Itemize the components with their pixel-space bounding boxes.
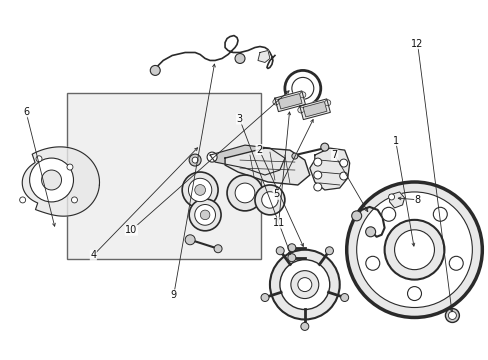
Circle shape xyxy=(287,254,295,262)
Circle shape xyxy=(291,153,297,159)
Circle shape xyxy=(356,192,471,307)
Text: 6: 6 xyxy=(23,107,29,117)
Text: 11: 11 xyxy=(272,218,284,228)
Text: 5: 5 xyxy=(272,189,279,199)
Circle shape xyxy=(447,311,455,319)
Circle shape xyxy=(365,256,379,270)
Circle shape xyxy=(226,175,263,211)
Text: 4: 4 xyxy=(90,250,96,260)
Bar xyxy=(66,93,261,259)
Circle shape xyxy=(189,154,201,166)
Circle shape xyxy=(394,230,433,270)
Circle shape xyxy=(290,271,318,298)
Circle shape xyxy=(324,100,330,106)
Circle shape xyxy=(285,71,320,106)
Circle shape xyxy=(381,207,395,221)
Circle shape xyxy=(194,185,205,195)
Circle shape xyxy=(313,183,321,191)
Text: 8: 8 xyxy=(414,195,420,205)
Circle shape xyxy=(269,250,339,319)
Polygon shape xyxy=(210,145,285,175)
Circle shape xyxy=(325,247,333,255)
Polygon shape xyxy=(224,148,309,185)
Polygon shape xyxy=(274,91,305,112)
Circle shape xyxy=(235,183,254,203)
Circle shape xyxy=(254,185,285,215)
Circle shape xyxy=(192,157,198,163)
Circle shape xyxy=(384,220,444,280)
Circle shape xyxy=(351,211,361,221)
Polygon shape xyxy=(258,50,269,62)
Circle shape xyxy=(313,171,321,179)
Circle shape xyxy=(182,172,218,208)
Circle shape xyxy=(388,194,394,200)
Circle shape xyxy=(340,293,348,302)
Circle shape xyxy=(261,192,278,208)
Circle shape xyxy=(448,256,462,270)
Circle shape xyxy=(297,107,303,113)
Circle shape xyxy=(432,207,447,221)
Polygon shape xyxy=(309,148,349,190)
Circle shape xyxy=(67,164,73,170)
Circle shape xyxy=(200,210,209,220)
Circle shape xyxy=(185,235,195,245)
Polygon shape xyxy=(22,147,100,216)
Circle shape xyxy=(346,182,481,318)
Circle shape xyxy=(150,66,160,75)
Circle shape xyxy=(339,159,347,167)
Circle shape xyxy=(407,287,421,301)
Text: 2: 2 xyxy=(256,144,262,154)
Circle shape xyxy=(299,92,305,98)
Polygon shape xyxy=(278,94,302,109)
Polygon shape xyxy=(299,99,330,120)
Text: 7: 7 xyxy=(331,150,337,160)
Circle shape xyxy=(41,170,61,190)
Circle shape xyxy=(194,204,215,225)
Circle shape xyxy=(272,99,278,105)
Circle shape xyxy=(313,158,321,166)
Circle shape xyxy=(214,245,222,253)
Polygon shape xyxy=(389,192,404,208)
Circle shape xyxy=(71,197,77,203)
Circle shape xyxy=(300,323,308,330)
Circle shape xyxy=(261,293,268,302)
Circle shape xyxy=(320,143,328,151)
Circle shape xyxy=(36,156,42,162)
Circle shape xyxy=(276,247,284,255)
Circle shape xyxy=(235,54,244,63)
Circle shape xyxy=(365,227,375,237)
Text: 9: 9 xyxy=(170,290,177,300)
Text: 12: 12 xyxy=(410,39,423,49)
Circle shape xyxy=(207,152,217,162)
Circle shape xyxy=(279,260,329,310)
Circle shape xyxy=(30,158,73,202)
Text: 3: 3 xyxy=(236,114,242,124)
Circle shape xyxy=(20,197,25,203)
Polygon shape xyxy=(303,102,326,117)
Circle shape xyxy=(297,278,311,292)
Circle shape xyxy=(189,199,221,231)
Circle shape xyxy=(445,309,458,323)
Text: 1: 1 xyxy=(392,136,398,145)
Circle shape xyxy=(339,172,347,180)
Circle shape xyxy=(188,178,211,202)
Text: 10: 10 xyxy=(125,225,137,235)
Circle shape xyxy=(287,244,295,252)
